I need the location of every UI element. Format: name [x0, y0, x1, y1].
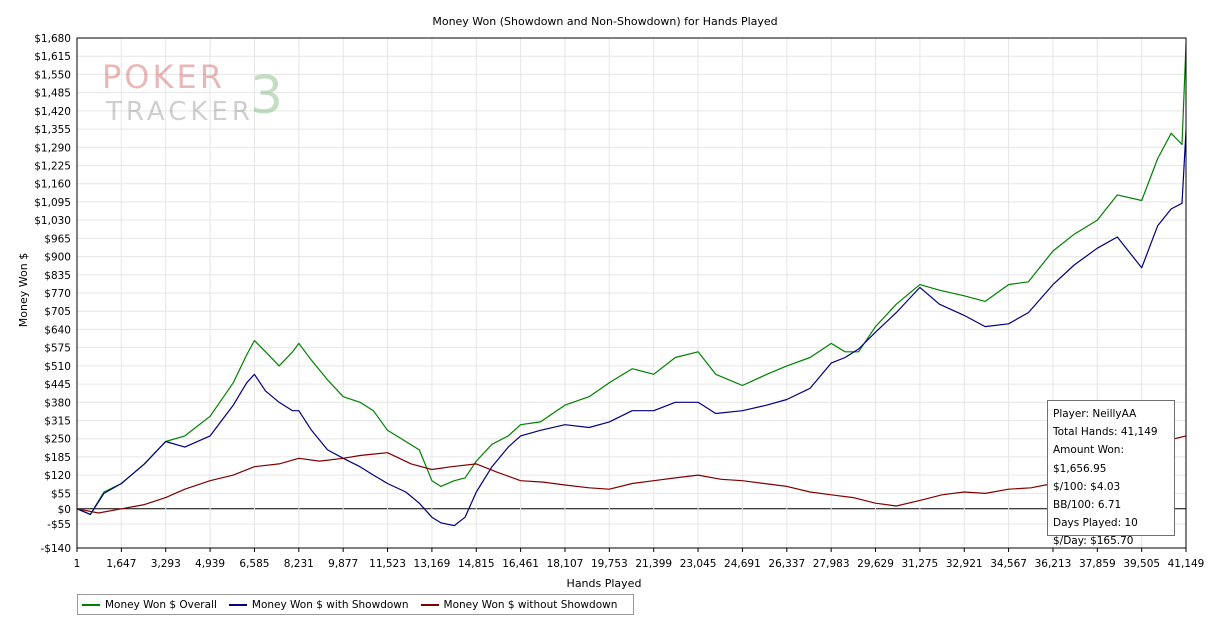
stats-days-played: Days Played: 10: [1053, 517, 1138, 530]
y-tick-label: -$140: [40, 543, 71, 555]
y-tick-label: $1,680: [34, 33, 71, 45]
series-line-non-showdown: [76, 435, 1187, 514]
stats-box: Player: NeillyAA Total Hands: 41,149 Amo…: [1047, 400, 1175, 547]
x-tick-label: 29,629: [857, 558, 894, 570]
legend: Money Won $ Overall Money Won $ with Sho…: [77, 594, 635, 615]
series-layer: [76, 44, 1187, 527]
legend-swatch-non-showdown: [420, 603, 439, 606]
y-tick-label: $705: [44, 306, 71, 318]
stats-total-hands: Total Hands: 41,149: [1053, 426, 1158, 439]
x-tick-label: 24,691: [724, 558, 761, 570]
chart-title: Money Won (Showdown and Non-Showdown) fo…: [432, 15, 777, 28]
x-tick-label: 37,859: [1079, 558, 1116, 570]
y-tick-label: $1,095: [34, 197, 71, 209]
x-tick-label: 23,045: [680, 558, 717, 570]
y-tick-label: $120: [44, 470, 71, 482]
x-tick-label: 21,399: [635, 558, 672, 570]
pokertracker-logo-watermark: POKER TRACKER 3: [100, 58, 300, 130]
x-tick-label: 27,983: [813, 558, 850, 570]
x-tick-label: 1: [74, 558, 81, 570]
y-tick-label: $445: [44, 379, 71, 391]
x-tick-label: 11,523: [369, 558, 406, 570]
y-tick-label: $250: [44, 434, 71, 446]
y-tick-label: $1,355: [34, 124, 71, 136]
stats-per-100: $/100: $4.03: [1053, 480, 1121, 493]
y-tick-label: $1,030: [34, 215, 71, 227]
watermark-mark: 3: [250, 66, 283, 126]
legend-item-non-showdown: Money Won $ without Showdown: [420, 598, 618, 611]
axis-layer: $1,680 $1,615 $1,550 $1,485 $1,420 $1,355 $1,2…: [34, 33, 1204, 570]
y-tick-label: $1,550: [34, 69, 71, 81]
x-tick-label: 14,815: [458, 558, 495, 570]
x-tick-label: 4,939: [195, 558, 225, 570]
stats-per-day: $/Day: $165.70: [1053, 535, 1134, 548]
y-tick-label: $770: [44, 288, 71, 300]
legend-item-overall: Money Won $ Overall: [82, 599, 217, 611]
x-tick-label: 9,877: [328, 558, 358, 570]
y-tick-label: $315: [44, 416, 71, 428]
y-tick-label: $55: [51, 488, 71, 500]
x-tick-label: 8,231: [284, 558, 314, 570]
legend-label-non-showdown: Money Won $ without Showdown: [443, 598, 618, 611]
x-tick-label: 34,567: [990, 558, 1027, 570]
y-tick-label: $1,225: [34, 161, 71, 173]
x-tick-label: 41,149: [1168, 558, 1205, 570]
x-tick-label: 16,461: [502, 558, 539, 570]
y-axis-title: Money Won $: [17, 253, 30, 327]
x-tick-label: 18,107: [547, 558, 584, 570]
x-tick-label: 26,337: [768, 558, 805, 570]
y-tick-label: -$55: [47, 519, 71, 531]
series-line-showdown: [76, 130, 1187, 527]
x-tick-label: 6,585: [239, 558, 269, 570]
y-tick-label: $510: [44, 361, 71, 373]
x-tick-label: 13,169: [414, 558, 451, 570]
x-tick-label: 3,293: [151, 558, 181, 570]
watermark-line1: POKER: [102, 58, 225, 96]
stats-bb-per-100: BB/100: 6.71: [1053, 499, 1122, 512]
y-tick-label: $1,290: [34, 142, 71, 154]
y-tick-label: $835: [44, 270, 71, 282]
x-tick-label: 19,753: [591, 558, 628, 570]
legend-label-showdown: Money Won $ with Showdown: [251, 598, 409, 611]
y-tick-label: $0: [58, 504, 71, 516]
y-tick-label: $1,420: [34, 106, 71, 118]
x-tick-label: 39,505: [1123, 558, 1160, 570]
stats-amount-won: Amount Won: $1,656.95: [1053, 444, 1124, 475]
watermark-line2: TRACKER: [105, 97, 254, 127]
y-tick-label: $1,485: [34, 88, 71, 100]
y-tick-label: $1,615: [34, 51, 71, 63]
y-tick-label: $900: [44, 252, 71, 264]
series-line-overall: [76, 44, 1187, 516]
y-tick-label: $965: [44, 233, 71, 245]
x-tick-label: 31,275: [902, 558, 939, 570]
x-axis-title: Hands Played: [567, 577, 642, 590]
legend-swatch-showdown: [228, 603, 247, 606]
legend-swatch-overall: [82, 603, 100, 606]
grid-layer: [76, 37, 1187, 549]
x-tick-label: 32,921: [946, 558, 983, 570]
y-tick-label: $185: [44, 452, 71, 464]
y-tick-label: $1,160: [34, 179, 71, 191]
y-tick-label: $640: [44, 324, 71, 336]
x-tick-label: 1,647: [106, 558, 136, 570]
y-tick-label: $380: [44, 397, 71, 409]
plot-frame: [76, 37, 1187, 549]
x-tick-label: 36,213: [1035, 558, 1072, 570]
y-tick-label: $575: [44, 343, 71, 355]
legend-label-overall: Money Won $ Overall: [105, 598, 217, 611]
legend-item-showdown: Money Won $ with Showdown: [228, 598, 409, 611]
stats-player: Player: NeillyAA: [1053, 408, 1137, 420]
